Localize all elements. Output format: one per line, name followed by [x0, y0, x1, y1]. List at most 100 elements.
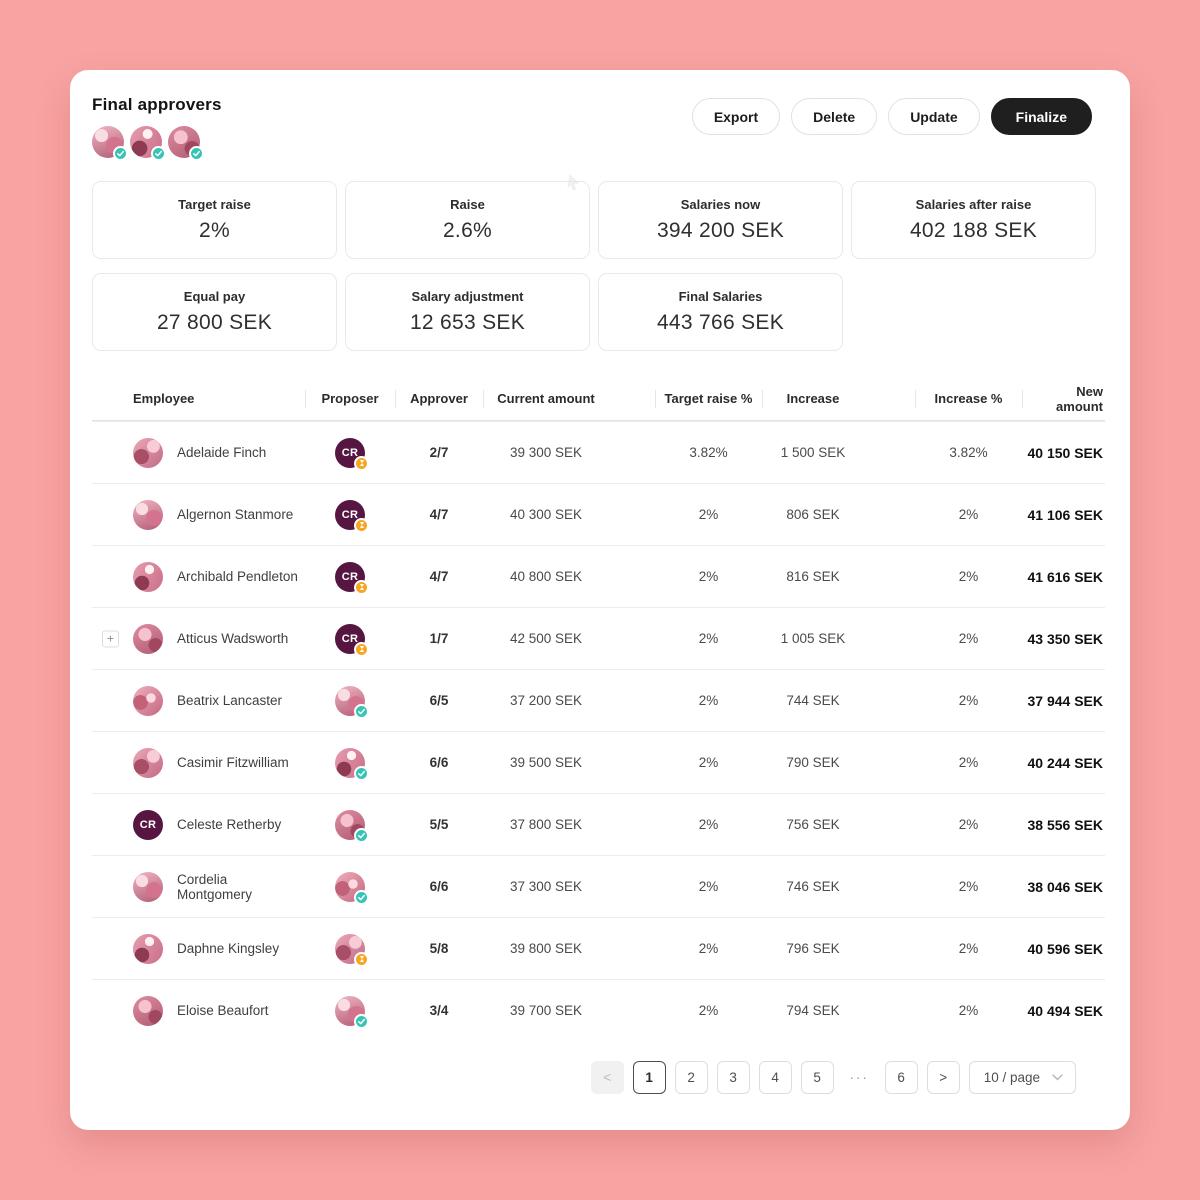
- cell-new-amount: 43 350 SEK: [1027, 630, 1104, 647]
- table-row[interactable]: Eloise Beaufort 3/4 39 700 SEK 2% 794 SEK 2% 4…: [92, 979, 1105, 1041]
- table-row[interactable]: Archibald Pendleton CR 4/7 40 800 SEK 2% 816 …: [92, 545, 1105, 607]
- chevron-down-icon: [1052, 1074, 1063, 1081]
- column-header-new-amount: New amount: [1022, 384, 1105, 414]
- cell-increase-pct: 2%: [958, 631, 979, 646]
- summary-card: Salary adjustment 12 653 SEK: [345, 273, 590, 351]
- cell-increase-pct: 2%: [958, 569, 979, 584]
- cell-current-amount: 39 700 SEK: [509, 1003, 583, 1018]
- prev-page-button: <: [590, 1061, 624, 1094]
- cursor-icon: [566, 174, 582, 197]
- proposer-avatar: [335, 933, 369, 967]
- page-title: Final approvers: [92, 95, 222, 114]
- employee-name: Algernon Stanmore: [177, 507, 294, 522]
- employee-avatar: [133, 747, 163, 778]
- approver-avatar: [92, 126, 128, 161]
- cell-new-amount: 40 150 SEK: [1027, 444, 1104, 461]
- page-button-4[interactable]: 4: [758, 1061, 792, 1094]
- cell-proposer: CR: [305, 499, 395, 533]
- table-body: Adelaide Finch CR 2/7 39 300 SEK 3.82% 1 500 …: [92, 421, 1105, 1041]
- cell-approver: 6/5: [429, 693, 449, 708]
- employee-avatar: [133, 623, 163, 654]
- table-row[interactable]: Daphne Kingsley 5/8 39 800 SEK 2% 796 SEK 2% 4…: [92, 917, 1105, 979]
- cell-increase-pct: 2%: [958, 755, 979, 770]
- check-badge-icon: [354, 703, 369, 719]
- table-row[interactable]: Algernon Stanmore CR 4/7 40 300 SEK 2% 806 SE…: [92, 483, 1105, 545]
- proposer-avatar: [335, 995, 369, 1029]
- table-header-row: Employee Proposer Approver Current amount Ta…: [92, 377, 1105, 421]
- page-button-3[interactable]: 3: [716, 1061, 750, 1094]
- finalize-button[interactable]: Finalize: [990, 98, 1092, 135]
- table-row[interactable]: Cordelia Montgomery 6/6 37 300 SEK 2% 746 SE…: [92, 855, 1105, 917]
- cell-target-raise-pct: 2%: [698, 631, 719, 646]
- cell-increase-pct: 2%: [958, 879, 979, 894]
- cell-increase-pct: 2%: [958, 507, 979, 522]
- cell-approver: 5/8: [429, 941, 449, 956]
- next-page-button[interactable]: >: [926, 1061, 960, 1094]
- expand-row-button[interactable]: +: [102, 630, 119, 647]
- approver-avatar-group: [92, 126, 222, 161]
- employee-avatar: [133, 871, 163, 902]
- delete-button[interactable]: Delete: [791, 98, 878, 135]
- summary-cards: Target raise 2% Raise 2.6% Salaries now 394 2…: [92, 181, 1106, 351]
- cell-target-raise-pct: 2%: [698, 569, 719, 584]
- page-button-1[interactable]: 1: [632, 1061, 666, 1094]
- summary-card-label: Equal pay: [183, 289, 246, 304]
- page-size-select[interactable]: 10 / page: [968, 1061, 1076, 1094]
- proposer-avatar: [335, 747, 369, 781]
- column-header-current-amount: Current amount: [483, 391, 655, 406]
- pending-badge-icon: [354, 517, 369, 533]
- cell-target-raise-pct: 2%: [698, 1003, 719, 1018]
- initials-avatar: CR: [133, 809, 163, 840]
- cell-increase-pct: 2%: [958, 693, 979, 708]
- cell-target-raise-pct: 2%: [698, 941, 719, 956]
- table-row[interactable]: + Atticus Wadsworth CR 1/7 42 500 SEK 2% 1 005…: [92, 607, 1105, 669]
- action-buttons: Export Delete Update Finalize: [691, 98, 1092, 135]
- update-button[interactable]: Update: [888, 98, 980, 135]
- cell-increase: 746 SEK: [786, 879, 840, 894]
- cell-increase: 796 SEK: [786, 941, 840, 956]
- summary-card-value: 2%: [199, 219, 230, 242]
- employee-avatar: [133, 995, 163, 1026]
- cell-new-amount: 40 494 SEK: [1027, 1002, 1104, 1019]
- cell-increase-pct: 2%: [958, 817, 979, 832]
- cell-employee: CR Celeste Retherby: [92, 809, 305, 840]
- summary-card-value: 394 200 SEK: [656, 219, 785, 242]
- table-row[interactable]: Casimir Fitzwilliam 6/6 39 500 SEK 2% 790 SE…: [92, 731, 1105, 793]
- employee-name: Adelaide Finch: [177, 445, 267, 460]
- approver-avatar: [130, 126, 166, 161]
- cell-current-amount: 42 500 SEK: [509, 631, 583, 646]
- cell-employee: Casimir Fitzwilliam: [92, 747, 305, 778]
- page-button-6[interactable]: 6: [884, 1061, 918, 1094]
- summary-card-value: 27 800 SEK: [156, 311, 273, 334]
- page-button-5[interactable]: 5: [800, 1061, 834, 1094]
- initials-avatar: CR: [335, 623, 365, 654]
- profile-photo: [133, 995, 163, 1026]
- table-row[interactable]: Beatrix Lancaster 6/5 37 200 SEK 2% 744 SEK 2…: [92, 669, 1105, 731]
- page-button-2[interactable]: 2: [674, 1061, 708, 1094]
- employee-name: Beatrix Lancaster: [177, 693, 283, 708]
- cell-new-amount: 40 596 SEK: [1027, 940, 1104, 957]
- column-header-employee: Employee: [133, 391, 195, 406]
- summary-card: Raise 2.6%: [345, 181, 590, 259]
- summary-card-label: Final Salaries: [678, 289, 763, 304]
- salary-table: Employee Proposer Approver Current amount Ta…: [92, 377, 1105, 1041]
- check-badge-icon: [151, 146, 166, 161]
- cell-target-raise-pct: 2%: [698, 755, 719, 770]
- summary-card: Salaries after raise 402 188 SEK: [851, 181, 1096, 259]
- cell-current-amount: 39 800 SEK: [509, 941, 583, 956]
- profile-photo: [133, 747, 163, 778]
- cell-current-amount: 40 300 SEK: [509, 507, 583, 522]
- export-button[interactable]: Export: [691, 98, 781, 135]
- column-header-approver: Approver: [395, 391, 483, 406]
- cell-approver: 3/4: [429, 1003, 449, 1018]
- proposer-avatar: CR: [335, 437, 369, 471]
- cell-current-amount: 37 300 SEK: [509, 879, 583, 894]
- cell-increase: 1 005 SEK: [780, 631, 846, 646]
- table-row[interactable]: Adelaide Finch CR 2/7 39 300 SEK 3.82% 1 500 …: [92, 421, 1105, 483]
- table-row[interactable]: CR Celeste Retherby 5/5 37 800 SEK 2% 756 SEK…: [92, 793, 1105, 855]
- employee-name: Archibald Pendleton: [177, 569, 298, 584]
- cell-new-amount: 38 046 SEK: [1027, 878, 1104, 895]
- proposer-avatar: CR: [335, 561, 369, 595]
- cell-approver: 5/5: [429, 817, 449, 832]
- employee-avatar: CR: [133, 809, 163, 840]
